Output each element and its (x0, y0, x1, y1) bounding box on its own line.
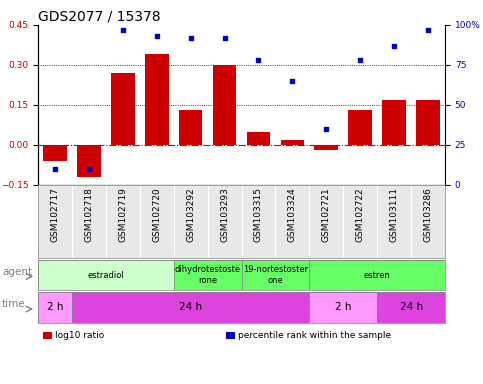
Text: GSM103292: GSM103292 (186, 187, 195, 242)
Bar (77, 145, 101, 177)
Text: GSM103293: GSM103293 (220, 187, 229, 242)
Text: GSM103286: GSM103286 (424, 187, 433, 242)
Bar (145, 54, 169, 145)
Bar (72, 292, 309, 323)
Text: GSM102721: GSM102721 (322, 187, 331, 242)
Point (119, 27, 127, 33)
Bar (281, 140, 304, 145)
Point (288, 78, 296, 84)
Text: GSM103324: GSM103324 (288, 187, 297, 242)
Text: log10 ratio: log10 ratio (55, 331, 104, 340)
Bar (314, 145, 338, 150)
Bar (43, 145, 67, 161)
Bar (309, 260, 445, 290)
Text: GSM102719: GSM102719 (118, 187, 128, 242)
Bar (179, 110, 202, 145)
Bar (242, 260, 309, 290)
Text: dihydrotestoste
rone: dihydrotestoste rone (174, 265, 241, 285)
Text: GSM102722: GSM102722 (355, 187, 365, 242)
Point (390, 43, 398, 49)
Point (85, 166, 93, 172)
Text: GSM103315: GSM103315 (254, 187, 263, 242)
Bar (348, 110, 372, 145)
Text: percentile rank within the sample: percentile rank within the sample (239, 331, 392, 340)
Bar (309, 292, 377, 323)
Bar (174, 260, 242, 290)
Text: 24 h: 24 h (399, 303, 423, 313)
Bar (38, 260, 174, 290)
Bar (111, 73, 135, 145)
Point (51, 166, 59, 172)
Text: 24 h: 24 h (179, 303, 202, 313)
Text: GSM103111: GSM103111 (390, 187, 398, 242)
Bar (416, 100, 440, 145)
Point (356, 57, 364, 63)
Text: agent: agent (2, 267, 32, 277)
Text: 2 h: 2 h (335, 303, 352, 313)
Point (323, 126, 330, 132)
Point (424, 27, 432, 33)
Bar (38, 292, 72, 323)
Bar (377, 292, 445, 323)
Point (153, 33, 160, 39)
Point (255, 57, 262, 63)
Point (187, 35, 195, 41)
Bar (247, 132, 270, 145)
Text: GSM102720: GSM102720 (152, 187, 161, 242)
Text: time: time (2, 300, 26, 310)
Bar (213, 65, 236, 145)
Bar (382, 100, 406, 145)
Text: estradiol: estradiol (87, 270, 124, 280)
Text: GDS2077 / 15378: GDS2077 / 15378 (38, 10, 161, 24)
Text: GSM102718: GSM102718 (85, 187, 93, 242)
Text: 2 h: 2 h (47, 303, 63, 313)
Point (221, 35, 228, 41)
Text: estren: estren (364, 270, 391, 280)
Text: GSM102717: GSM102717 (50, 187, 59, 242)
Text: 19-nortestoster
one: 19-nortestoster one (243, 265, 308, 285)
